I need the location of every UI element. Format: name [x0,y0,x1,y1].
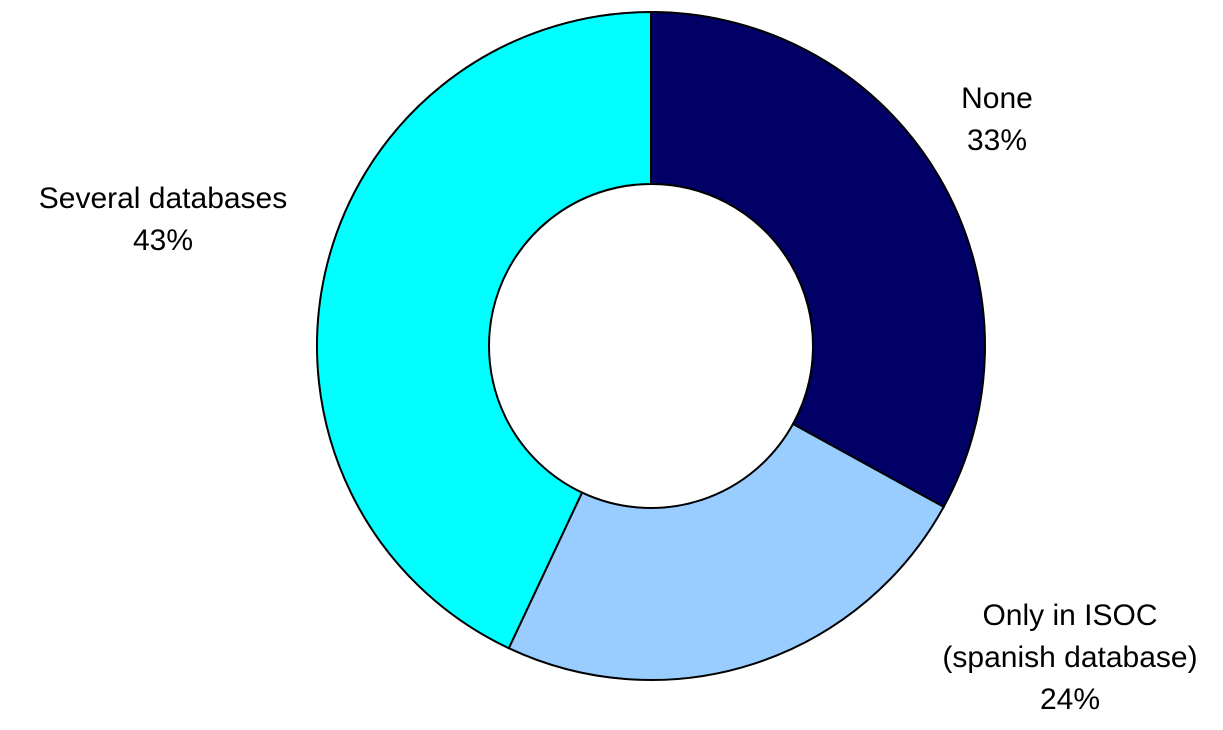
slice-only-in-isoc-spanish-database [507,422,946,681]
slice-name-label: Only in ISOC [982,599,1157,632]
slice-percent-label: 33% [967,124,1027,157]
slice-label: Only in ISOC (spanish database) 24% [942,599,1197,716]
slice-none [650,10,986,509]
slice-percent-label: 24% [1040,683,1100,716]
donut-slices [316,10,986,681]
slice-labels: None 33% Only in ISOC (spanish database) 24%… [39,82,1198,716]
slice-percent-label: 43% [133,224,193,257]
slice-name-label: Several databases [39,182,288,215]
slice-name-label: (spanish database) [942,641,1197,674]
slice-label: None 33% [961,82,1033,157]
slice-several-databases [316,10,652,650]
slice-name-label: None [961,82,1033,115]
slice-label: Several databases 43% [39,182,288,257]
